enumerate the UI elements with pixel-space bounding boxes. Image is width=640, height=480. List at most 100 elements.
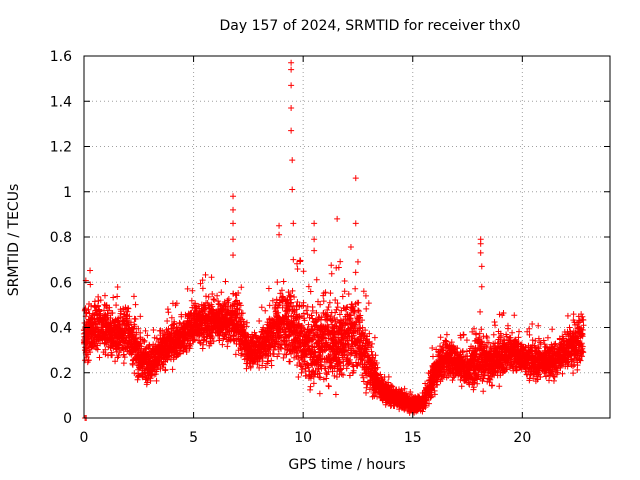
data-point [496,383,503,390]
data-point [335,264,342,271]
data-point [265,285,272,292]
data-point [297,257,304,264]
data-point [114,293,121,300]
grid-lines [84,56,610,418]
data-point [121,354,128,361]
data-point [295,374,302,381]
data-point [97,297,104,304]
data-point [132,301,139,308]
data-point [87,267,94,274]
data-point [122,304,129,311]
data-point [142,327,149,334]
data-point [112,358,119,365]
data-point [153,377,160,384]
data-point [146,342,153,349]
data-point [164,356,171,363]
data-point [208,274,215,281]
data-point [152,371,159,378]
data-point [307,383,314,390]
data-point [347,243,354,250]
data-point [115,321,122,328]
data-point [496,311,503,318]
data-point [328,262,335,269]
data-point [114,284,121,291]
data-point [131,370,138,377]
data-point [87,281,94,288]
data-point [126,313,133,320]
data-point [316,390,323,397]
data-point [352,285,359,292]
data-point [110,294,117,301]
data-point [87,349,94,356]
data-point [129,361,136,368]
x-axis-label: GPS time / hours [288,457,406,473]
data-point [355,307,362,314]
data-point [101,292,108,299]
data-point [137,329,144,336]
data-point [102,346,109,353]
data-point [266,302,273,309]
data-point [490,331,497,338]
data-point [326,299,333,306]
data-point [478,326,485,333]
data-point [327,290,334,297]
data-point [138,343,145,350]
data-point [113,302,120,309]
data-point [363,305,370,312]
data-point [238,284,245,291]
data-point [132,316,139,323]
data-point [111,338,118,345]
data-point [430,353,437,360]
data-points [80,59,587,421]
data-point [135,325,142,332]
data-point [489,382,496,389]
data-point [280,354,287,361]
data-point [332,391,339,398]
data-point [310,380,317,387]
data-point [443,338,450,345]
data-point [137,313,144,320]
data-point [443,331,450,338]
data-point [83,353,90,360]
data-point [130,293,137,300]
data-point [144,332,151,339]
data-point [222,278,229,285]
data-point [294,266,301,273]
data-point [120,360,127,367]
data-point [109,352,116,359]
data-point [165,309,172,316]
data-point [320,298,327,305]
data-point [325,383,332,390]
data-point [89,310,96,317]
data-point [291,293,298,300]
data-point [232,351,239,358]
data-point [164,306,171,313]
data-point [480,388,487,395]
data-point [352,269,359,276]
data-point [218,289,225,296]
data-point [160,330,167,337]
data-point [150,326,157,333]
data-point [385,373,392,380]
data-point [239,310,246,317]
data-point [429,345,436,352]
data-point [339,293,346,300]
data-point [109,310,116,317]
data-point [289,287,296,294]
data-point [164,317,171,324]
data-point [85,357,92,364]
data-point [333,306,340,313]
data-point [460,331,467,338]
data-point [97,310,104,317]
data-point [313,276,320,283]
data-point [341,278,348,285]
data-point [131,323,138,330]
data-point [127,319,134,326]
data-point [345,290,352,297]
data-point [334,304,341,311]
data-point [463,337,470,344]
data-point [141,337,148,344]
data-point [211,297,218,304]
data-point [202,293,209,300]
